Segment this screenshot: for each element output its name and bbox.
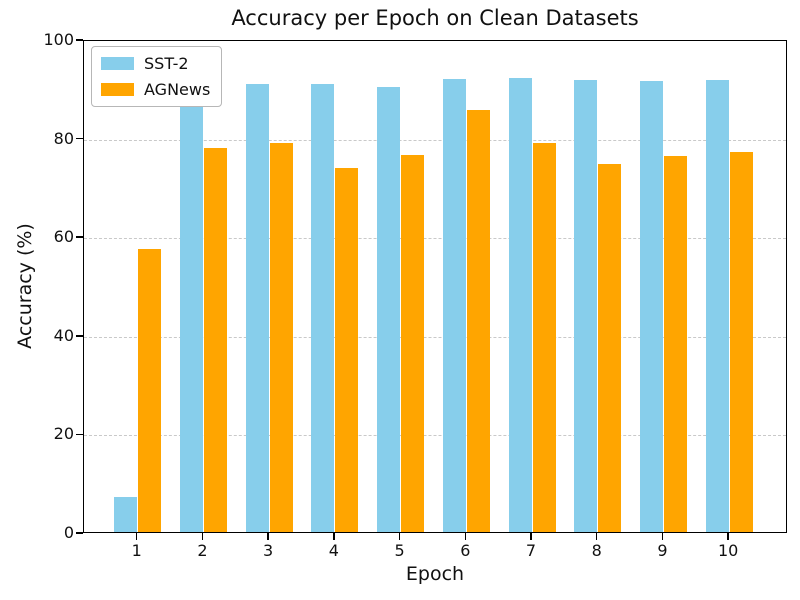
y-tick-mark <box>76 236 83 238</box>
legend-label: AGNews <box>144 80 211 99</box>
x-tick-label: 10 <box>717 541 739 560</box>
y-tick-label: 40 <box>53 325 74 345</box>
x-axis-title: Epoch <box>405 563 465 585</box>
y-tick-mark <box>76 39 83 41</box>
legend-label: SST-2 <box>144 54 189 73</box>
bar-sst-2 <box>179 100 203 532</box>
x-tick-label: 1 <box>131 541 142 560</box>
x-tick-mark <box>333 533 335 540</box>
x-tick-mark <box>135 533 138 540</box>
bar-sst-2 <box>639 80 663 532</box>
bar-sst-2 <box>311 83 335 532</box>
bar-agnews <box>335 167 359 532</box>
bar-agnews <box>466 109 490 532</box>
legend-entry: AGNews <box>101 80 210 99</box>
bar-agnews <box>598 164 622 532</box>
x-tick-mark <box>398 533 401 540</box>
x-tick-mark <box>267 533 269 540</box>
bar-sst-2 <box>442 78 466 532</box>
x-tick-label: 4 <box>328 541 339 560</box>
bar-agnews <box>663 155 687 532</box>
plot-area: SST-2 AGNews <box>83 40 787 533</box>
x-tick-label: 7 <box>525 541 537 560</box>
x-tick-label: 2 <box>197 541 208 560</box>
grid-line <box>84 139 786 141</box>
chart-title: Accuracy per Epoch on Clean Datasets <box>231 6 639 30</box>
x-tick-mark <box>595 533 598 540</box>
bar-sst-2 <box>508 77 532 532</box>
legend: SST-2 AGNews <box>91 46 223 107</box>
y-tick-mark <box>76 335 83 337</box>
bar-agnews <box>203 147 227 532</box>
y-tick-mark <box>76 433 83 436</box>
y-tick-label: 80 <box>53 128 74 148</box>
bar-sst-2 <box>114 497 138 532</box>
x-tick-label: 3 <box>263 541 274 560</box>
x-tick-mark <box>464 533 467 540</box>
bar-sst-2 <box>574 79 598 532</box>
x-tick-mark <box>530 533 532 540</box>
grid-line <box>84 336 786 338</box>
y-tick-label: 0 <box>63 523 74 542</box>
bar-sst-2 <box>245 83 269 532</box>
x-tick-mark <box>201 533 204 540</box>
bar-agnews <box>138 249 162 532</box>
legend-swatch <box>101 83 134 96</box>
x-tick-label: 8 <box>591 541 602 560</box>
x-tick-label: 5 <box>394 541 405 560</box>
y-tick-mark <box>76 137 83 140</box>
x-tick-mark <box>727 533 729 540</box>
y-tick-label: 60 <box>53 227 74 247</box>
bar-agnews <box>269 142 293 532</box>
legend-entry: SST-2 <box>101 54 210 73</box>
bar-sst-2 <box>377 87 401 532</box>
x-tick-label: 9 <box>657 541 668 560</box>
x-tick-mark <box>661 533 664 540</box>
y-tick-mark <box>76 532 83 534</box>
bar-agnews <box>729 152 753 532</box>
y-tick-label: 20 <box>53 424 74 444</box>
legend-swatch <box>101 57 134 70</box>
x-tick-label: 6 <box>460 541 471 560</box>
y-tick-label: 100 <box>43 30 74 49</box>
bar-sst-2 <box>705 79 729 532</box>
bar-agnews <box>532 143 556 532</box>
grid-line <box>84 435 786 437</box>
grid-line <box>84 238 786 240</box>
bar-agnews <box>401 155 425 532</box>
